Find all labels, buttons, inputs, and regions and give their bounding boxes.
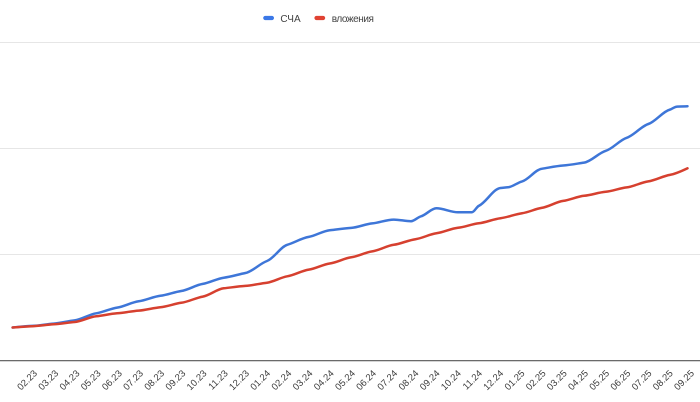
svg-text:СЧА: СЧА xyxy=(280,14,301,25)
svg-text:вложения: вложения xyxy=(332,14,374,25)
